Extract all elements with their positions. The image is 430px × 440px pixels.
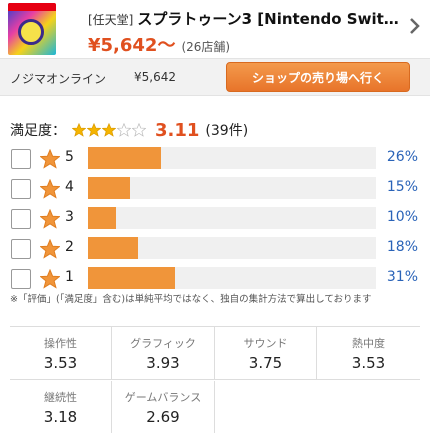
detail-score-cell: 継続性 3.18: [10, 381, 112, 433]
star-icon: [40, 149, 60, 169]
review-count: (39件): [205, 123, 249, 139]
rating-percent: 15%: [386, 179, 418, 195]
rating-row[interactable]: 3 10%: [0, 204, 430, 234]
rating-percent: 31%: [386, 269, 418, 285]
rating-row[interactable]: 2 18%: [0, 234, 430, 264]
rating-checkbox[interactable]: [11, 269, 31, 289]
star-filled-icon: [72, 123, 86, 137]
rating-star-count: 4: [65, 179, 74, 195]
maker-label: [任天堂]: [88, 13, 134, 27]
satisfaction-label: 満足度：: [10, 123, 66, 139]
detail-score-cell: ゲームバランス 2.69: [113, 381, 215, 433]
star-icon: [40, 269, 60, 289]
star-icon: [40, 239, 60, 259]
rating-checkbox[interactable]: [11, 149, 31, 169]
satisfaction-score: 3.11: [155, 119, 200, 141]
detail-score-value: 3.75: [248, 354, 283, 372]
shop-count: (26店舗): [181, 40, 231, 54]
product-name: スプラトゥーン3 [Nintendo Switch]: [137, 10, 406, 28]
rating-bar-fill: [88, 207, 116, 229]
rating-row[interactable]: 5 26%: [0, 144, 430, 174]
detail-score-cell: グラフィック 3.93: [113, 327, 215, 379]
rating-bar-track: [88, 267, 376, 289]
rating-bar-track: [88, 207, 376, 229]
detail-score-label: 操作性: [44, 337, 77, 350]
rating-row[interactable]: 1 31%: [0, 264, 430, 294]
shop-name: ノジマオンライン: [10, 72, 107, 86]
detail-score-value: 3.93: [146, 354, 180, 372]
divider: [10, 379, 420, 380]
rating-row[interactable]: 4 15%: [0, 174, 430, 204]
shop-price: ¥5,642: [134, 70, 176, 84]
detail-score-value: 2.69: [146, 408, 180, 426]
detail-score-cell: 操作性 3.53: [10, 327, 112, 379]
rating-star-count: 1: [65, 269, 74, 285]
detail-score-value: 3.18: [43, 408, 78, 426]
rating-checkbox[interactable]: [11, 209, 31, 229]
product-price: ¥5,642～ (26店舗): [88, 31, 230, 57]
rating-bar-fill: [88, 237, 138, 259]
go-to-shop-button[interactable]: ショップの売り場へ行く: [226, 62, 410, 92]
rating-percent: 18%: [386, 239, 418, 255]
shop-bar: ノジマオンライン ¥5,642 ショップの売り場へ行く: [0, 58, 430, 96]
product-header[interactable]: [任天堂] スプラトゥーン3 [Nintendo Switch] ¥5,642～ (…: [0, 0, 430, 58]
product-title[interactable]: [任天堂] スプラトゥーン3 [Nintendo Switch]: [88, 8, 406, 29]
detail-score-label: 継続性: [44, 391, 77, 404]
detail-score-label: ゲームバランス: [124, 391, 202, 404]
detail-score-label: 熱中度: [352, 337, 385, 350]
rating-star-count: 3: [65, 209, 74, 225]
detail-score-value: 3.53: [43, 354, 78, 372]
rating-percent: 26%: [386, 149, 418, 165]
satisfaction-stars: [72, 123, 147, 137]
chevron-right-icon[interactable]: [408, 16, 422, 36]
detail-score-cell: 熱中度 3.53: [318, 327, 420, 379]
rating-note: ※「評価」(「満足度」含む)は単純平均ではなく、独自の集計方法で算出しております: [10, 294, 372, 305]
price-value: ¥5,642～: [88, 35, 176, 56]
rating-checkbox[interactable]: [11, 179, 31, 199]
rating-checkbox[interactable]: [11, 239, 31, 259]
star-filled-icon: [102, 123, 116, 137]
rating-bar-track: [88, 147, 376, 169]
star-icon: [40, 179, 60, 199]
star-icon: [40, 209, 60, 229]
rating-star-count: 5: [65, 149, 74, 165]
satisfaction-summary: 満足度： 3.11 (39件): [10, 118, 248, 142]
rating-bar-fill: [88, 177, 130, 199]
rating-bar-fill: [88, 147, 161, 169]
star-empty-icon: [117, 123, 131, 137]
switch-badge: [8, 3, 56, 11]
product-thumbnail[interactable]: [8, 3, 56, 55]
cover-art: [18, 19, 44, 45]
star-empty-icon: [132, 123, 146, 137]
rating-bar-track: [88, 237, 376, 259]
detail-score-label: サウンド: [243, 337, 288, 350]
divider: [10, 326, 420, 327]
rating-bar-track: [88, 177, 376, 199]
detail-score-cell: サウンド 3.75: [215, 327, 317, 379]
detail-score-label: グラフィック: [130, 337, 196, 350]
rating-star-count: 2: [65, 239, 74, 255]
rating-percent: 10%: [386, 209, 418, 225]
rating-bar-fill: [88, 267, 175, 289]
detail-score-value: 3.53: [351, 354, 386, 372]
star-filled-icon: [87, 123, 101, 137]
